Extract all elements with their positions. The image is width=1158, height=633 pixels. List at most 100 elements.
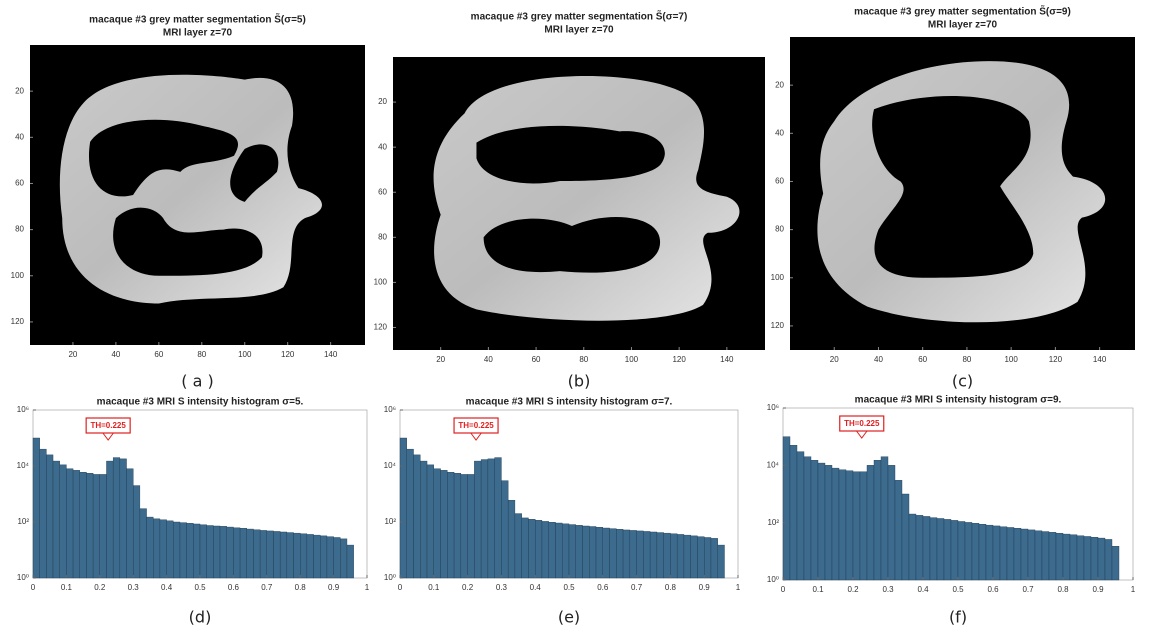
y-tick-label: 60 [378,187,387,196]
segmentation-shape [434,76,740,321]
bar [1049,532,1056,580]
annotation-text: TH=0.225 [90,421,126,430]
bar [1042,532,1049,580]
x-tick-label: 0.1 [812,585,824,594]
bar [596,527,603,578]
x-tick-label: 40 [111,350,120,359]
x-tick-label: 0 [398,583,403,592]
bar [40,449,47,578]
x-tick-label: 1 [1131,585,1136,594]
annotation-text: TH=0.225 [844,419,880,428]
bar [979,524,986,580]
bar [522,518,529,578]
x-tick-label: 0.7 [1022,585,1034,594]
x-tick-label: 0.8 [665,583,677,592]
bar [213,526,220,578]
bar [200,525,207,578]
y-tick-label: 100 [771,273,785,282]
bar [400,438,407,578]
bar [1028,530,1035,580]
x-tick-label: 120 [1049,355,1063,364]
x-tick-label: 0.8 [1057,585,1069,594]
bar [267,531,274,578]
bar [113,458,120,578]
x-tick-label: 60 [154,350,163,359]
x-tick-label: 100 [1004,355,1018,364]
bar [280,532,287,578]
bar [515,514,522,578]
bar [930,518,937,580]
bar [1112,546,1119,580]
x-tick-label: 120 [672,355,686,364]
bar [106,461,113,578]
bar [434,469,441,578]
bar [965,522,972,580]
y-tick-label: 10⁶ [767,403,779,412]
bar [623,530,630,578]
bar [797,452,804,580]
x-tick-label: 1 [736,583,741,592]
bar [790,445,797,580]
y-tick-label: 80 [775,225,784,234]
bar [1056,533,1063,580]
bar [1070,535,1077,580]
bar [86,473,93,578]
y-tick-label: 60 [15,179,24,188]
bar [916,515,923,580]
x-tick-label: 0.5 [194,583,206,592]
bar [616,529,623,578]
bar [427,465,434,578]
bar [555,523,562,578]
chart-title: macaque #3 grey matter segmentation S̃(σ… [89,13,306,26]
x-tick-label: 0.7 [631,583,643,592]
bar [441,470,448,578]
bar [549,522,556,578]
bar [454,473,461,578]
x-tick-label: 0.5 [952,585,964,594]
bar [46,455,53,578]
bar [853,472,860,580]
x-tick-label: 0.2 [94,583,106,592]
bar [287,533,294,578]
bar [294,533,301,578]
bar [562,524,569,578]
bar [307,534,314,578]
bar [643,531,650,578]
bar [1063,534,1070,580]
x-tick-label: 20 [436,355,445,364]
x-tick-label: 0.2 [847,585,859,594]
bar [895,480,902,580]
x-tick-label: 40 [874,355,883,364]
bar [420,461,427,578]
bar [576,525,583,578]
bar [193,524,200,578]
page: {"chart_data": [ {"type": "image", "titl… [0,0,1158,633]
bar [167,521,174,578]
panel-caption: (c) [952,372,973,391]
x-tick-label: 0.4 [530,583,542,592]
bar [664,533,671,578]
x-tick-label: 0 [31,583,36,592]
bar [677,534,684,578]
bar [657,533,664,578]
bar [1084,536,1091,580]
bar [1035,531,1042,580]
figure: macaque #3 grey matter segmentation S̃(σ… [0,0,1158,633]
bar [1091,537,1098,580]
bar [811,460,818,580]
x-tick-label: 100 [625,355,639,364]
x-tick-label: 60 [918,355,927,364]
bar [73,470,80,578]
chart-title: macaque #3 grey matter segmentation S̃(σ… [471,10,688,23]
bar [461,474,468,578]
y-tick-label: 10⁴ [384,461,397,470]
bar [153,519,160,578]
bar [542,521,549,578]
chart-subtitle: MRI layer z=70 [163,28,233,39]
bar [447,472,454,578]
bar [300,534,307,578]
chart-title: macaque #3 MRI S intensity histogram σ=9… [855,395,1062,406]
bar [173,522,180,578]
bar [1098,538,1105,580]
annotation-text: TH=0.225 [458,421,494,430]
